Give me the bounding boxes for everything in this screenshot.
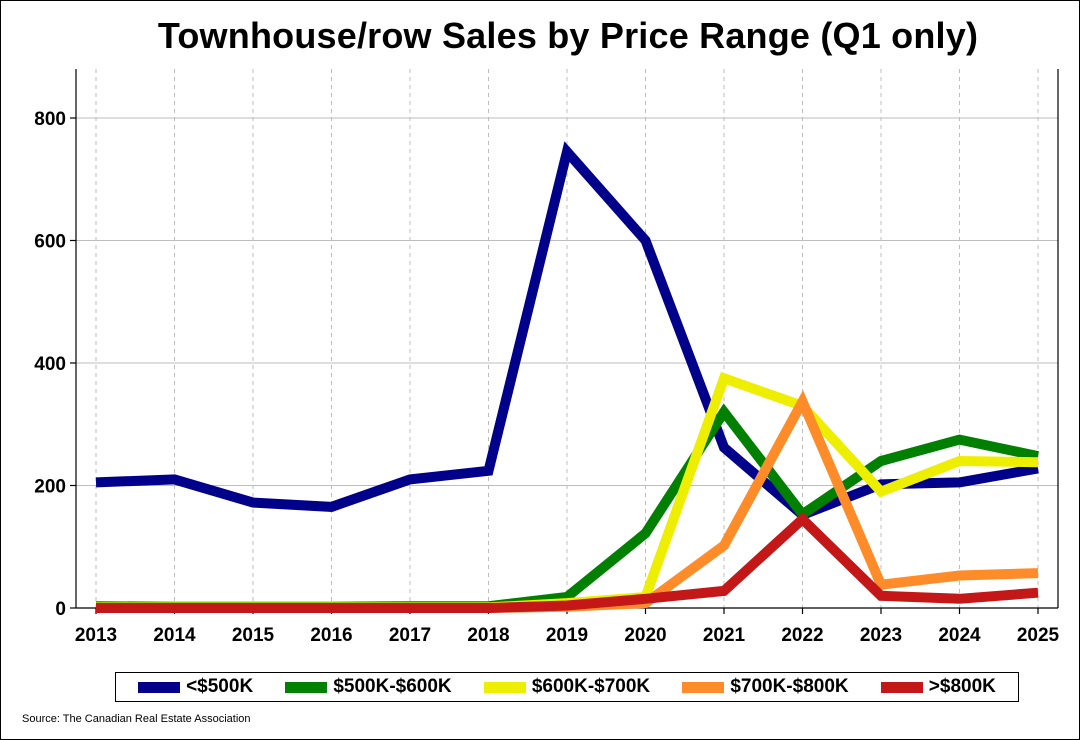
x-tick-label: 2022 [781, 625, 823, 646]
x-tick-label: 2014 [153, 625, 196, 646]
legend-swatch [682, 681, 725, 693]
x-tick-label: 2023 [860, 625, 902, 646]
y-tick-label: 0 [55, 599, 66, 620]
x-tick-label: 2013 [75, 625, 117, 646]
x-tick-label: 2021 [703, 625, 746, 646]
legend-swatch [880, 681, 923, 693]
legend-label: $500K-$600K [333, 676, 452, 697]
legend-label: <$500K [186, 676, 254, 697]
x-tick-label: 2020 [624, 625, 666, 646]
y-tick-label: 400 [34, 354, 66, 375]
legend-item: >$800K [880, 676, 996, 698]
series-line [96, 512, 1039, 613]
x-tick-label: 2019 [546, 625, 588, 646]
legend-swatch [483, 681, 526, 693]
legend-item: $500K-$600K [285, 676, 452, 698]
chart-title: Townhouse/row Sales by Price Range (Q1 o… [157, 15, 979, 56]
legend-label: $700K-$800K [730, 676, 849, 697]
legend-swatch [285, 681, 328, 693]
y-tick-label: 600 [34, 232, 66, 253]
x-tick-label: 2016 [310, 625, 352, 646]
x-tick-label: 2018 [467, 625, 509, 646]
series-layer [95, 141, 1040, 613]
legend-item: $700K-$800K [682, 676, 849, 698]
x-tick-label: 2017 [389, 625, 431, 646]
legend-item: $600K-$700K [483, 676, 651, 698]
source-note: Source: The Canadian Real Estate Associa… [22, 713, 251, 725]
y-tick-label: 800 [34, 109, 66, 130]
x-tick-label: 2025 [1017, 625, 1060, 646]
legend-swatch [138, 681, 181, 693]
legend: <$500K $500K-$600K $600K-$700K $700K-$800K >… [115, 672, 1019, 702]
legend-label: >$800K [928, 676, 996, 697]
legend-item: <$500K [138, 676, 253, 698]
y-tick-label: 200 [34, 477, 66, 498]
axis-layer: 0 200 400 600 800 2013 2014 2015 2016 2017 2018 201… [34, 69, 1060, 646]
x-tick-label: 2015 [232, 625, 275, 646]
legend-label: $600K-$700K [531, 676, 651, 697]
x-tick-label: 2024 [938, 625, 981, 646]
